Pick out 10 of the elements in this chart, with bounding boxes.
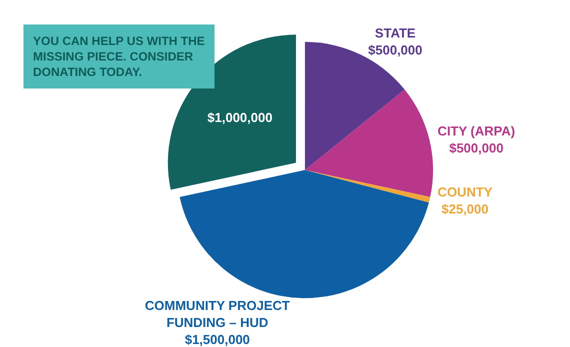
slice-label: COUNTY xyxy=(438,184,493,200)
data-label: $1,000,000 xyxy=(207,110,272,125)
data-label: $500,000 xyxy=(368,42,422,58)
data-label: $1,500,000 xyxy=(184,332,250,347)
slice-label: COMMUNITY PROJECT FUNDING – HUD xyxy=(144,298,290,330)
text: YOU CAN HELP US WITH THE MISSING PIECE. CONSIDER DONATING TODAY. xyxy=(33,34,205,80)
slice-label: CITY (ARPA) xyxy=(438,124,516,139)
slice-label: STATE xyxy=(374,25,416,40)
data-label: $25,000 xyxy=(442,202,488,217)
data-label: $500,000 xyxy=(449,140,504,156)
